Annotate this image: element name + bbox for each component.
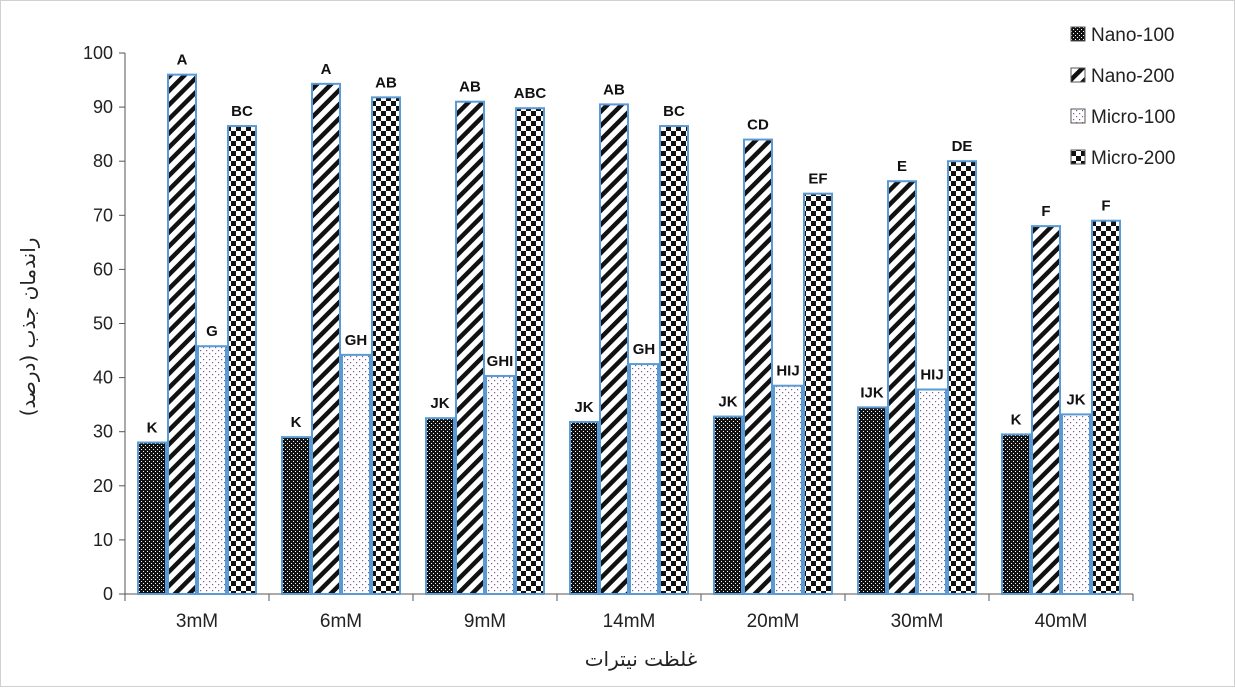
bar-micro-100-30mm <box>917 388 947 596</box>
data-label-nano-200-20mm: CD <box>747 117 769 134</box>
bar-micro-200-9mm <box>515 107 545 595</box>
bar-nano-100-40mm <box>1001 433 1031 595</box>
data-label-micro-100-14mm: GH <box>633 341 656 358</box>
bar-micro-100-20mm <box>773 384 803 595</box>
legend-swatch-nano-200 <box>1070 67 1086 83</box>
data-label-nano-200-14mm: AB <box>603 81 625 98</box>
bar-nano-200-20mm <box>743 138 773 595</box>
bar-nano-200-40mm <box>1031 225 1061 595</box>
data-label-nano-100-40mm: K <box>1011 411 1022 428</box>
x-tick-label: 3mM <box>176 611 218 632</box>
legend-label-nano-200: Nano-200 <box>1091 66 1174 87</box>
bar-micro-200-20mm <box>803 192 833 595</box>
y-tick-label: 20 <box>93 476 113 496</box>
data-label-nano-200-3mm: A <box>177 52 188 69</box>
data-label-micro-200-30mm: DE <box>952 138 973 155</box>
data-label-micro-200-14mm: BC <box>663 103 685 120</box>
x-tick-label: 40mM <box>1035 611 1088 632</box>
bar-micro-100-6mm <box>341 353 371 595</box>
legend-swatch-nano-100 <box>1070 26 1086 42</box>
y-tick-label: 30 <box>93 422 113 442</box>
x-tick-label: 6mM <box>320 611 362 632</box>
x-axis-title: غلظت نیترات <box>585 647 698 671</box>
bar-nano-200-30mm <box>887 180 917 595</box>
y-axis-title-group: راندمان جذب (درصد) <box>16 238 40 417</box>
legend-label-micro-200: Micro-200 <box>1091 148 1175 169</box>
data-label-micro-200-20mm: EF <box>808 171 827 188</box>
bar-micro-100-3mm <box>197 345 227 595</box>
data-label-nano-200-30mm: E <box>897 158 907 175</box>
y-tick-label: 50 <box>93 314 113 334</box>
data-label-micro-100-6mm: GH <box>345 332 368 349</box>
bar-nano-200-6mm <box>311 82 341 595</box>
y-tick-label: 70 <box>93 205 113 225</box>
bar-nano-200-3mm <box>167 73 197 595</box>
bar-nano-200-14mm <box>599 103 629 596</box>
data-label-micro-200-3mm: BC <box>231 103 253 120</box>
data-label-micro-100-40mm: JK <box>1066 391 1085 408</box>
y-tick-label: 0 <box>103 584 113 604</box>
legend-label-nano-100: Nano-100 <box>1091 25 1174 46</box>
data-label-nano-100-20mm: JK <box>718 394 737 411</box>
data-label-nano-200-6mm: A <box>321 61 332 78</box>
legend: Nano-100 Nano-200 Micro-100 Micro-200 <box>1070 25 1175 169</box>
data-label-micro-100-30mm: HIJ <box>920 367 943 384</box>
data-label-nano-200-40mm: F <box>1041 203 1050 220</box>
legend-label-micro-100: Micro-100 <box>1091 107 1175 128</box>
data-label-nano-100-9mm: JK <box>430 395 449 412</box>
data-label-micro-100-9mm: GHI <box>487 353 514 370</box>
x-tick-label: 20mM <box>747 611 800 632</box>
y-tick-label: 90 <box>93 97 113 117</box>
data-label-nano-200-9mm: AB <box>459 79 481 96</box>
data-label-micro-100-20mm: HIJ <box>776 363 799 380</box>
legend-swatch-micro-200 <box>1070 149 1086 165</box>
axes: 0 10 20 30 40 50 60 70 80 90 100 3mM 6mM 9mM 14mM 20mM 3… <box>83 43 1134 632</box>
bar-nano-100-6mm <box>281 436 311 595</box>
bar-micro-100-14mm <box>629 363 659 596</box>
data-label-micro-200-40mm: F <box>1101 198 1110 215</box>
data-label-micro-100-3mm: G <box>206 323 218 340</box>
legend-swatch-micro-100 <box>1070 108 1086 124</box>
y-tick-label: 80 <box>93 151 113 171</box>
y-axis-title: راندمان جذب (درصد) <box>16 238 40 417</box>
bar-nano-100-20mm <box>713 415 743 595</box>
x-tick-label: 9mM <box>464 611 506 632</box>
y-tick-label: 60 <box>93 259 113 279</box>
data-label-nano-100-6mm: K <box>291 414 302 431</box>
data-label-micro-200-6mm: AB <box>375 74 397 91</box>
y-tick-label: 10 <box>93 530 113 550</box>
x-tick-label: 30mM <box>891 611 944 632</box>
x-tick-label: 14mM <box>603 611 656 632</box>
bar-nano-100-30mm <box>857 406 887 596</box>
data-label-nano-100-14mm: JK <box>574 399 593 416</box>
bar-micro-100-40mm <box>1061 413 1091 595</box>
bar-micro-200-6mm <box>371 96 401 595</box>
data-label-micro-200-9mm: ABC <box>514 85 547 102</box>
bar-nano-100-3mm <box>137 441 167 595</box>
bars <box>137 73 1121 596</box>
bar-nano-100-14mm <box>569 420 599 595</box>
bar-micro-200-30mm <box>947 160 977 595</box>
bar-micro-200-40mm <box>1091 219 1121 596</box>
bar-nano-100-9mm <box>425 417 455 595</box>
bar-micro-200-14mm <box>659 125 689 595</box>
data-label-nano-100-30mm: IJK <box>860 384 884 401</box>
y-tick-label: 100 <box>83 43 113 63</box>
bar-micro-200-3mm <box>227 125 257 595</box>
data-label-nano-100-3mm: K <box>147 420 158 437</box>
bar-nano-200-9mm <box>455 100 485 595</box>
y-tick-label: 40 <box>93 368 113 388</box>
bar-micro-100-9mm <box>485 374 515 595</box>
